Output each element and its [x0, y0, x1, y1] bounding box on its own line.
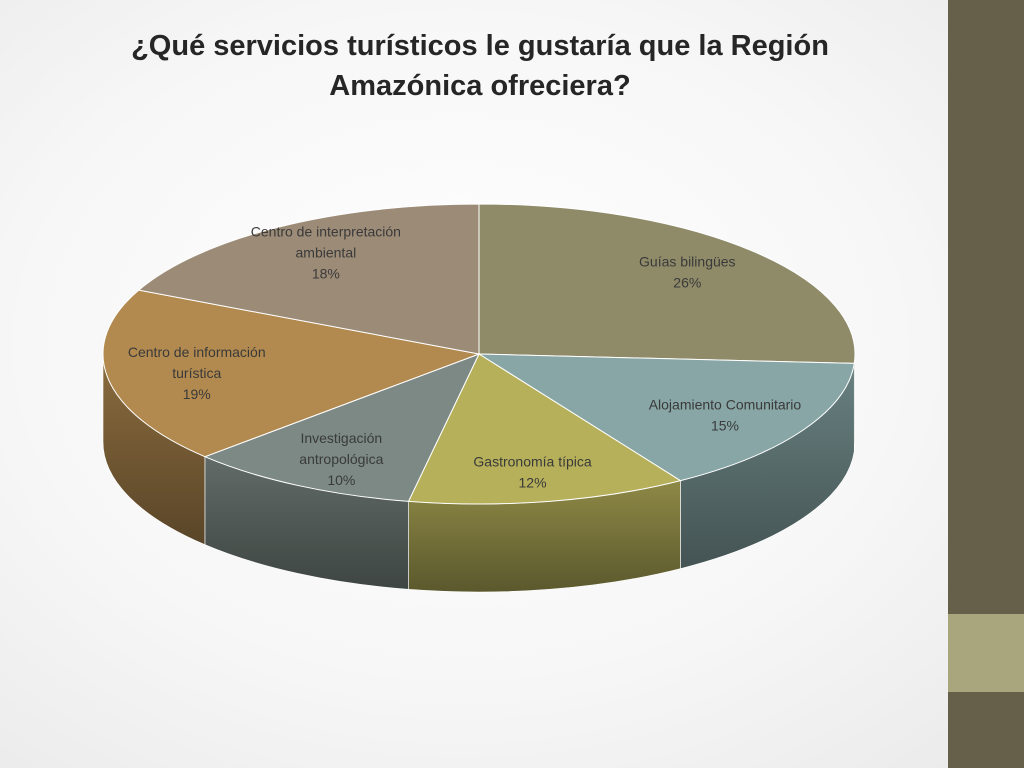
slice-label-6: Centro de interpretación ambiental 18%	[251, 224, 401, 282]
slice-category: turística	[172, 365, 221, 381]
slide-title: ¿Qué servicios turísticos le gustaría qu…	[131, 30, 829, 102]
slice-percent: 19%	[183, 386, 211, 402]
slice-category: Gastronomía típica	[473, 453, 591, 469]
pie-slice-6	[137, 203, 480, 355]
slice-category: antropológica	[299, 451, 383, 467]
slice-label-5: Centro de información turística 19%	[128, 344, 266, 402]
pie-chart: Guías bilingües 26% Alojamiento Comunitari…	[102, 203, 856, 593]
slice-percent: 26%	[673, 274, 701, 290]
pie-slice-4	[203, 353, 480, 502]
slice-category: Guías bilingües	[639, 253, 736, 269]
pie-side-walls	[102, 353, 856, 593]
slice-percent: 15%	[711, 418, 739, 434]
pie-slice-3	[407, 353, 682, 505]
slice-category: Alojamiento Comunitario	[649, 397, 802, 413]
slide: ¿Qué servicios turísticos le gustaría qu…	[102, 30, 856, 593]
slice-category: Centro de interpretación	[251, 224, 401, 240]
slice-label-3: Gastronomía típica 12%	[473, 453, 591, 490]
slice-percent: 10%	[327, 472, 355, 488]
pie-slice-1	[478, 203, 856, 364]
pie-slice-5	[102, 289, 481, 458]
slice-label-2: Alojamiento Comunitario 15%	[649, 397, 802, 434]
pie-data-labels: Guías bilingües 26% Alojamiento Comunitari…	[128, 224, 802, 491]
slice-category: Centro de información	[128, 344, 266, 360]
sidebar-accent-block	[948, 614, 1024, 692]
pie-slice-2	[477, 353, 855, 482]
slice-percent: 12%	[519, 474, 547, 490]
slice-category: ambiental	[296, 245, 357, 261]
slice-percent: 18%	[312, 266, 340, 282]
slice-label-1: Guías bilingües 26%	[639, 253, 736, 290]
slice-category: Investigación	[300, 430, 382, 446]
pie-top-faces	[102, 203, 856, 505]
slice-label-4: Investigación antropológica 10%	[299, 430, 383, 488]
